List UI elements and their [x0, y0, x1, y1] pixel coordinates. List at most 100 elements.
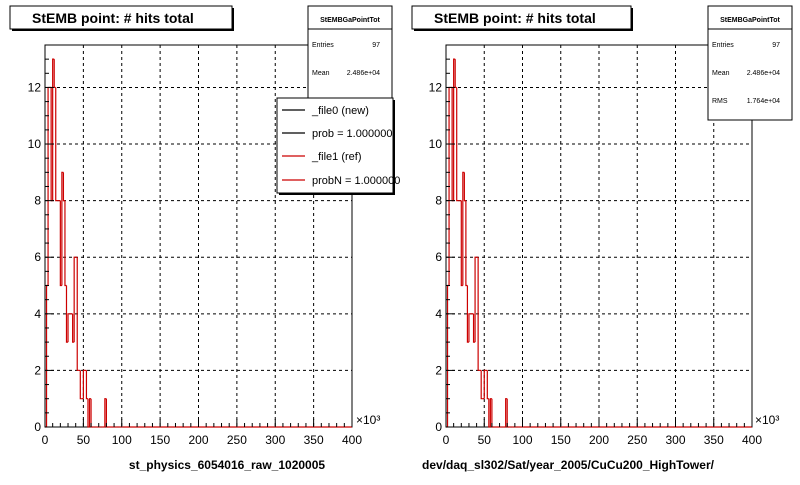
histogram-bin [90, 398, 93, 428]
histogram-bin [462, 171, 465, 286]
histogram-bin [483, 369, 486, 399]
x-tick-label: 150 [551, 433, 571, 447]
histogram-bin [105, 398, 108, 428]
legend-label: probN = 1.000000 [312, 175, 400, 187]
y-tick-label: 0 [34, 420, 41, 434]
histogram-bin [61, 171, 64, 286]
stats-value: 2.486e+04 [747, 70, 780, 77]
histogram-bin [480, 370, 483, 400]
grid [446, 45, 752, 427]
y-tick-label: 12 [28, 80, 42, 94]
x-tick-label: 400 [742, 433, 762, 447]
stats-name: StEMBGaPointTot [720, 17, 780, 24]
legend: _file0 (new) prob = 1.000000 _file1 (ref) p… [276, 97, 400, 195]
histogram-bin [491, 398, 494, 428]
y-tick-label: 2 [34, 363, 41, 377]
x-axis-multiplier: ×10³ [755, 413, 779, 427]
y-tick-label: 4 [435, 307, 442, 321]
chart-title: StEMB point: # hits total [434, 10, 596, 26]
histogram-bin [506, 398, 509, 428]
stats-name: StEMBGaPointTot [320, 17, 380, 24]
stats-label: Entries [312, 42, 334, 49]
histogram-bin [52, 58, 55, 201]
histogram-bin [76, 257, 79, 372]
y-tick-label: 10 [28, 137, 42, 151]
x-tick-label: 50 [77, 433, 91, 447]
stats-box: StEMBGaPointTot Entries 97 Mean 2.486e+04 RMS… [707, 5, 793, 121]
x-tick-label: 400 [342, 433, 362, 447]
x-tick-label: 350 [304, 433, 324, 447]
y-tick-label: 0 [435, 420, 442, 434]
histogram-bin [486, 370, 489, 400]
x-tick-label: 350 [704, 433, 724, 447]
y-tick-label: 2 [435, 363, 442, 377]
x-axis: 0 50 100 150 200 250 300 350 400 [443, 419, 762, 447]
histogram-bin [62, 172, 65, 202]
legend-label: _file0 (new) [311, 105, 369, 117]
histogram-bin [463, 172, 466, 202]
stats-value: 97 [772, 42, 780, 49]
x-axis-multiplier: ×10³ [356, 413, 380, 427]
histogram-bin [456, 87, 459, 202]
histogram-bin [67, 313, 70, 343]
y-tick-label: 6 [435, 250, 442, 264]
x-tick-label: 200 [589, 433, 609, 447]
stats-value: 97 [372, 42, 380, 49]
histogram-bin [454, 59, 457, 89]
grid [45, 45, 352, 427]
x-tick-label: 200 [188, 433, 208, 447]
histogram-bin [453, 58, 456, 201]
stats-value: 1.764e+04 [747, 98, 780, 105]
legend-label: _file1 (ref) [311, 151, 362, 163]
histogram-bin [465, 200, 468, 287]
histogram-bin [85, 370, 88, 400]
title-box [9, 5, 233, 30]
stats-frame [707, 5, 793, 121]
x-tick-label: 300 [665, 433, 685, 447]
x-tick-label: 100 [512, 433, 532, 447]
x-tick-label: 300 [265, 433, 285, 447]
y-tick-label: 8 [34, 194, 41, 208]
histogram-bin [460, 200, 463, 287]
x-tick-label: 250 [227, 433, 247, 447]
y-axis: 0 2 4 6 8 10 12 [28, 58, 54, 434]
histogram-bin [73, 256, 76, 343]
x-tick-label: 100 [112, 433, 132, 447]
histogram-bin [59, 200, 62, 287]
y-tick-label: 10 [429, 137, 443, 151]
histogram-bin [55, 87, 58, 202]
x-tick-label: 0 [42, 433, 49, 447]
title-box [411, 5, 632, 30]
histogram-bin [64, 200, 67, 287]
stats-label: Mean [712, 70, 730, 77]
histogram-bin [53, 59, 56, 89]
x-axis: 0 50 100 150 200 250 300 350 400 [42, 419, 362, 447]
legend-frame [276, 97, 394, 194]
histogram-bin [79, 370, 82, 400]
y-tick-label: 8 [435, 194, 442, 208]
legend-label: prob = 1.000000 [312, 128, 392, 140]
x-tick-label: 0 [443, 433, 450, 447]
x-tick-label: 150 [150, 433, 170, 447]
stats-label: Entries [712, 42, 734, 49]
x-tick-label: 50 [478, 433, 492, 447]
y-tick-label: 6 [34, 250, 41, 264]
y-tick-label: 12 [429, 80, 443, 94]
x-axis-label: st_physics_6054016_raw_1020005 [129, 458, 325, 472]
histogram-panel-1: 0 50 100 150 200 250 300 350 400 0 2 4 6 8 10 12 ×10³ st_… [9, 5, 400, 472]
y-tick-label: 4 [34, 307, 41, 321]
histogram-bin [468, 313, 471, 343]
histogram-bin [474, 256, 477, 343]
x-tick-label: 250 [627, 433, 647, 447]
histogram-bin [477, 257, 480, 372]
histogram-panel-2: 0 50 100 150 200 250 300 350 400 0 2 4 6 8 10 12 ×10³ dev… [411, 5, 793, 472]
stats-value: 2.486e+04 [347, 70, 380, 77]
histogram-bin [82, 369, 85, 399]
x-axis-label: dev/daq_sl302/Sat/year_2005/CuCu200_High… [422, 458, 715, 472]
stats-label: Mean [312, 70, 330, 77]
chart-title: StEMB point: # hits total [32, 10, 194, 26]
y-axis: 0 2 4 6 8 10 12 [429, 58, 455, 434]
stats-label: RMS [712, 98, 728, 105]
